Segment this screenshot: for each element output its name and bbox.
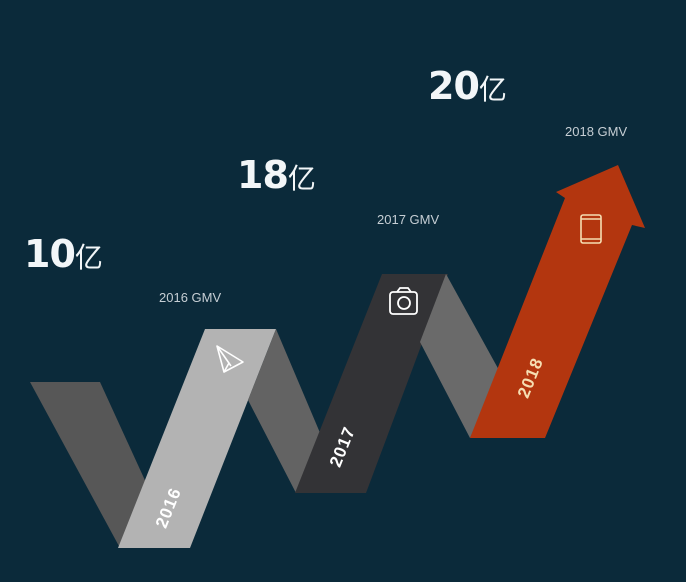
ribbon-fold-3: [420, 274, 500, 438]
ribbon-segment-2016: [118, 329, 276, 548]
label-2016-gmv: 2016 GMV: [159, 290, 222, 305]
label-2017-gmv: 2017 GMV: [377, 212, 440, 227]
camera-icon: [389, 287, 418, 315]
label-2018-gmv: 2018 GMV: [565, 124, 628, 139]
paper-plane-icon: [216, 345, 244, 373]
smartphone-icon: [580, 214, 602, 244]
value-2018: 20亿: [428, 64, 507, 108]
value-2017: 18亿: [237, 153, 316, 197]
value-2016: 10亿: [24, 232, 103, 276]
ribbon-arrow-2018: [470, 165, 645, 438]
ribbon-segment-2017: [295, 274, 448, 493]
